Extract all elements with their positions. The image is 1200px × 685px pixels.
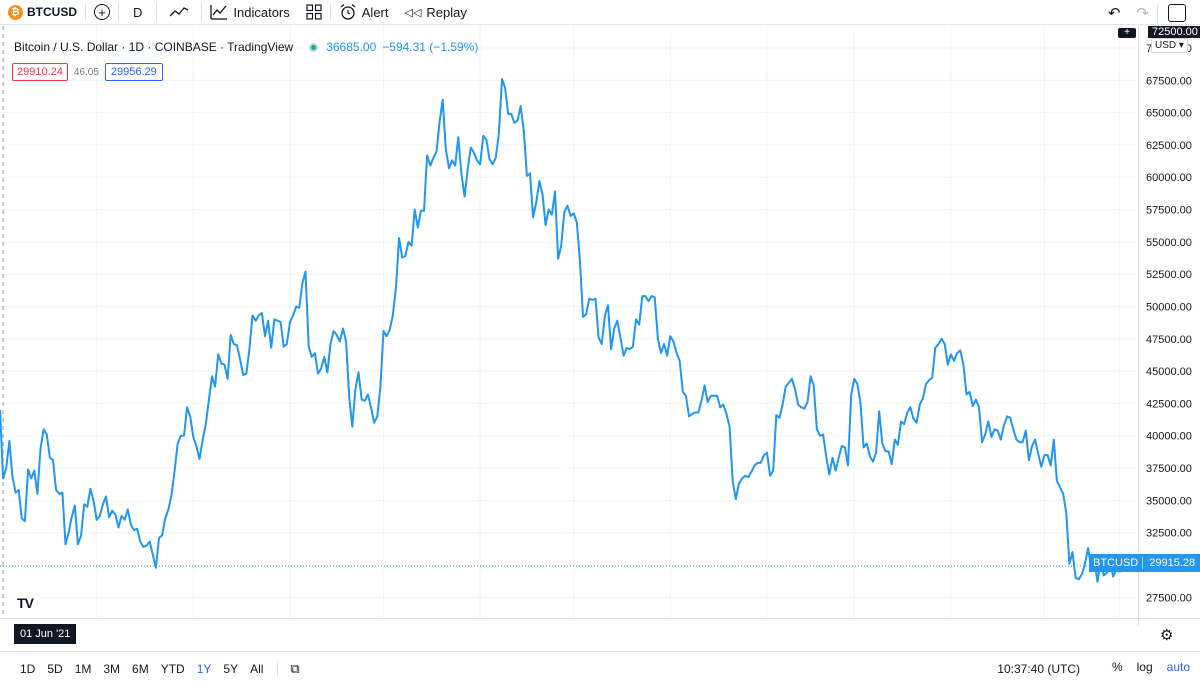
- indicators-button[interactable]: Indicators: [202, 0, 297, 25]
- alert-button[interactable]: Alert: [331, 0, 397, 25]
- sell-price-button[interactable]: 29910.24: [12, 63, 68, 81]
- redo-button[interactable]: ↷: [1136, 4, 1149, 22]
- auto-scale-toggle[interactable]: auto: [1166, 660, 1190, 674]
- current-price-symbol: BTCUSD: [1089, 557, 1144, 569]
- legend-title: Bitcoin / U.S. Dollar · 1D · COINBASE · …: [14, 40, 294, 54]
- range-1m[interactable]: 1M: [74, 661, 92, 676]
- log-scale-toggle[interactable]: log: [1136, 660, 1153, 674]
- y-tick-label: 37500.00: [1146, 463, 1192, 475]
- undo-button[interactable]: ↶: [1107, 4, 1121, 22]
- tradingview-logo[interactable]: TV: [10, 591, 40, 615]
- toolbar-divider: [329, 3, 331, 21]
- grid-layout-icon: [306, 4, 322, 20]
- toolbar-right: ↶ ↷: [1100, 0, 1200, 25]
- chart-area[interactable]: 27500.0030000.0032500.0035000.0037500.00…: [0, 26, 1200, 644]
- symbol-search-button[interactable]: ₿ BTCUSD: [0, 0, 85, 25]
- add-circle-icon: +: [94, 4, 110, 20]
- add-price-icon[interactable]: +: [1118, 28, 1136, 38]
- crosshair-date-label: 01 Jun '21: [14, 624, 77, 644]
- rewind-icon: ◁◁: [404, 6, 422, 19]
- bitcoin-logo-icon: ₿: [8, 4, 23, 20]
- y-tick-label: 35000.00: [1146, 495, 1192, 507]
- percent-scale-toggle[interactable]: %: [1111, 660, 1123, 674]
- price-series-line: [0, 78, 1121, 583]
- alarm-clock-icon: [340, 4, 356, 20]
- compare-button[interactable]: +: [86, 0, 118, 25]
- y-tick-label: 62500.00: [1146, 140, 1192, 152]
- toolbar-divider: [1157, 3, 1158, 22]
- interval-button[interactable]: D: [119, 0, 156, 25]
- range-6m[interactable]: 6M: [132, 661, 149, 676]
- y-tick-label: 40000.00: [1146, 431, 1192, 443]
- chart-type-button[interactable]: [157, 0, 201, 25]
- legend-change: −594.31 (−1.59%): [382, 40, 479, 54]
- toolbar-divider: [85, 3, 86, 21]
- current-price-value: 29915.28: [1149, 557, 1196, 569]
- y-tick-label: 45000.00: [1146, 366, 1192, 378]
- replay-label: Replay: [426, 4, 467, 20]
- alert-label: Alert: [361, 4, 389, 20]
- toolbar-divider: [201, 3, 203, 21]
- toolbar-divider: [156, 3, 158, 21]
- toolbar-divider: [277, 660, 279, 677]
- toolbar-divider: [118, 3, 119, 21]
- interval-label: D: [133, 4, 143, 20]
- currency-selector[interactable]: USD ▾: [1151, 38, 1188, 53]
- price-chart[interactable]: 27500.0030000.0032500.0035000.0037500.00…: [0, 26, 1200, 626]
- indicators-label: Indicators: [233, 4, 290, 20]
- fullscreen-icon[interactable]: [1168, 3, 1186, 22]
- top-toolbar: ₿ BTCUSD + D Indicators: [0, 0, 1200, 25]
- y-tick-label: 27500.00: [1146, 592, 1192, 604]
- y-tick-label: 32500.00: [1146, 528, 1192, 540]
- y-tick-label: 47500.00: [1146, 334, 1192, 346]
- goto-date-icon[interactable]: ⧉: [290, 660, 300, 676]
- date-range-selector: 1D 5D 1M 3M 6M YTD 1Y 5Y All: [0, 662, 269, 676]
- y-tick-label: 50000.00: [1146, 301, 1192, 313]
- chart-legend: Bitcoin / U.S. Dollar · 1D · COINBASE · …: [14, 40, 478, 54]
- currency-label: USD: [1155, 40, 1177, 51]
- bottom-toolbar: 1D 5D 1M 3M 6M YTD 1Y 5Y All ⧉ 10:37:40 (UTC) % …: [0, 651, 1200, 685]
- buy-price-button[interactable]: 29956.29: [104, 63, 163, 81]
- scale-options: % log auto: [1098, 660, 1190, 674]
- range-5d[interactable]: 5D: [47, 661, 63, 676]
- range-1d[interactable]: 1D: [20, 661, 36, 676]
- current-price-label: BTCUSD 29915.28: [1089, 554, 1200, 572]
- y-tick-label: 52500.00: [1146, 269, 1192, 281]
- y-tick-label: 67500.00: [1146, 75, 1192, 87]
- gear-icon[interactable]: ⚙: [1160, 627, 1174, 644]
- line-chart-icon: [169, 7, 189, 17]
- range-5y[interactable]: 5Y: [223, 661, 239, 676]
- market-open-icon: [309, 42, 319, 52]
- y-tick-label: 55000.00: [1146, 237, 1192, 249]
- spread-value: 46.05: [73, 66, 99, 78]
- indicators-icon: [210, 5, 228, 20]
- bid-ask-panel: 29910.24 46.05 29956.29: [12, 63, 163, 81]
- replay-button[interactable]: ◁◁ Replay: [397, 0, 475, 25]
- range-all[interactable]: All: [250, 661, 264, 676]
- y-tick-label: 42500.00: [1146, 398, 1192, 410]
- utc-clock[interactable]: 10:37:40 (UTC): [997, 662, 1080, 676]
- layouts-button[interactable]: [298, 0, 330, 25]
- legend-last-price: 36685.00: [326, 40, 377, 54]
- y-tick-label: 65000.00: [1146, 108, 1192, 120]
- y-tick-label: 60000.00: [1146, 172, 1192, 184]
- range-1y[interactable]: 1Y: [196, 661, 212, 676]
- symbol-label: BTCUSD: [27, 5, 77, 19]
- top-price-label: 72500.00: [1148, 26, 1200, 38]
- range-3m[interactable]: 3M: [103, 661, 121, 676]
- range-ytd[interactable]: YTD: [160, 661, 185, 676]
- y-tick-label: 57500.00: [1146, 205, 1192, 217]
